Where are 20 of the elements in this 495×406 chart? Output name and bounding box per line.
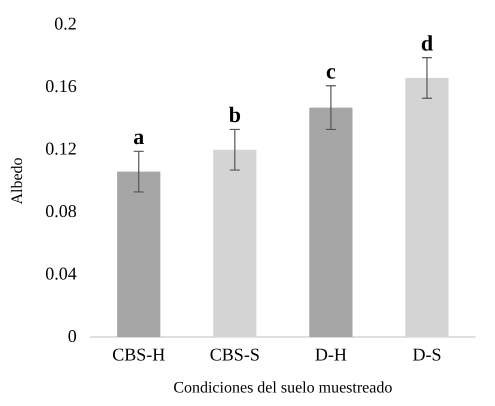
y-tick-label: 0.16 xyxy=(45,76,77,96)
annotation: c xyxy=(326,58,336,84)
y-tick-label: 0.2 xyxy=(54,14,77,34)
bar xyxy=(117,172,160,338)
annotation: b xyxy=(228,102,241,128)
y-tick-label: 0.08 xyxy=(45,200,77,221)
annotation: d xyxy=(420,30,434,56)
y-tick-label: 0.12 xyxy=(45,138,77,158)
y-tick-label: 0 xyxy=(68,326,77,346)
x-axis-title: Condiciones del suelo muestreado xyxy=(173,380,392,397)
bar xyxy=(213,150,256,338)
bar xyxy=(309,108,353,338)
x-tick-label: D-H xyxy=(314,344,347,365)
x-tick-label: CBS-S xyxy=(210,344,260,365)
x-tick-label: D-S xyxy=(412,344,442,365)
x-tick-label: CBS-H xyxy=(112,344,166,365)
y-tick-label: 0.04 xyxy=(45,263,77,284)
y-axis-title: Albedo xyxy=(8,157,26,205)
bar xyxy=(405,78,449,338)
annotation: a xyxy=(133,124,144,150)
